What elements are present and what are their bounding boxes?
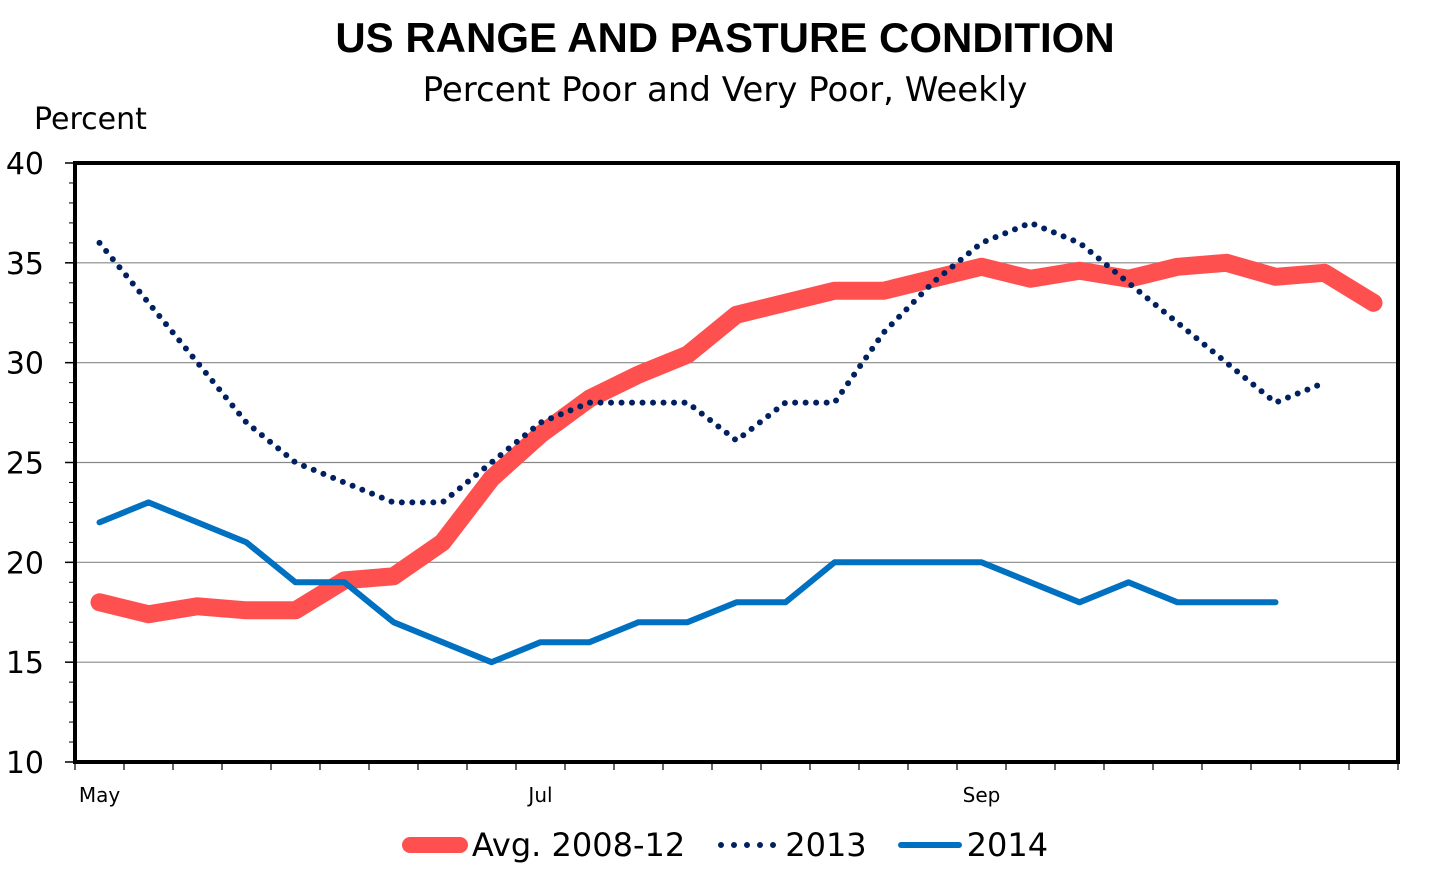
x-tick-label: Sep bbox=[963, 783, 1001, 807]
y-axis-label: Percent bbox=[34, 102, 147, 137]
plot-area-border bbox=[73, 161, 1400, 764]
legend-label-2013: 2013 bbox=[785, 826, 867, 864]
series-line-2013 bbox=[96, 219, 1328, 506]
legend-label-avg: Avg. 2008-12 bbox=[471, 826, 686, 864]
legend-swatch-2014 bbox=[897, 842, 962, 848]
x-tick-label: May bbox=[79, 783, 121, 807]
y-tick-label: 35 bbox=[6, 247, 44, 282]
y-tick-label: 10 bbox=[6, 746, 44, 781]
legend-item-2014: 2014 bbox=[897, 826, 1048, 864]
chart-subtitle: Percent Poor and Very Poor, Weekly bbox=[422, 70, 1028, 110]
y-tick-label: 15 bbox=[6, 646, 44, 681]
y-tick-label: 20 bbox=[6, 546, 44, 581]
legend-swatch-2013 bbox=[718, 842, 781, 848]
legend: Avg. 2008-12 2013 2014 bbox=[0, 826, 1450, 864]
x-tick-label: Jul bbox=[526, 783, 552, 807]
chart-title: US RANGE AND PASTURE CONDITION bbox=[335, 14, 1115, 61]
y-tick-label: 40 bbox=[6, 147, 44, 182]
legend-item-2013: 2013 bbox=[715, 826, 867, 864]
series-line-avg-2008-12 bbox=[90, 253, 1383, 624]
legend-swatch-avg bbox=[401, 837, 468, 853]
legend-item-avg: Avg. 2008-12 bbox=[401, 826, 686, 864]
y-tick-label: 25 bbox=[6, 447, 44, 482]
series-line-2014 bbox=[96, 499, 1279, 666]
legend-label-2014: 2014 bbox=[966, 826, 1049, 864]
y-tick-label: 30 bbox=[6, 347, 44, 382]
